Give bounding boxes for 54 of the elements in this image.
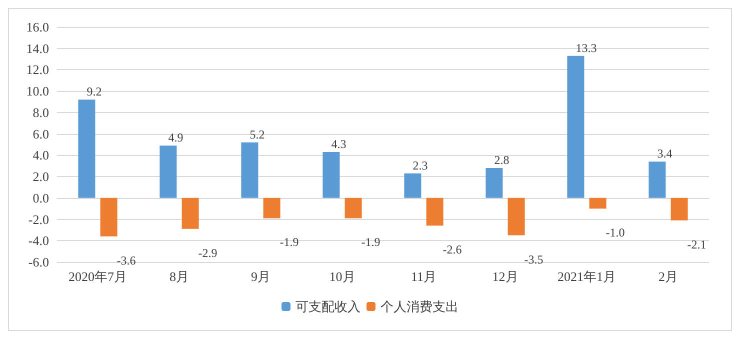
bar xyxy=(486,168,503,198)
y-tick-label: -4.0 xyxy=(28,233,49,248)
data-label: -3.6 xyxy=(116,253,136,268)
bar xyxy=(78,100,96,198)
y-tick-label: 8.0 xyxy=(32,104,49,120)
bar xyxy=(648,162,666,198)
data-label: 2.3 xyxy=(412,158,428,172)
bar xyxy=(322,152,340,198)
bar xyxy=(182,198,199,229)
data-label: -2.1 xyxy=(687,237,706,252)
data-label: -1.9 xyxy=(361,235,380,250)
y-tick-label: 14.0 xyxy=(26,40,49,56)
legend-label: 个人消费支出 xyxy=(380,299,458,314)
data-label: -2.9 xyxy=(198,246,218,260)
x-tick-label: 10月 xyxy=(329,269,356,284)
bar xyxy=(589,198,606,209)
bar xyxy=(426,198,444,226)
data-label: -2.6 xyxy=(442,242,462,257)
bar xyxy=(567,56,584,198)
bar xyxy=(404,173,422,198)
x-tick-label: 8月 xyxy=(170,269,189,284)
bar xyxy=(670,198,688,220)
data-label: -1.9 xyxy=(280,235,299,250)
y-tick-label: 6.0 xyxy=(32,126,49,142)
y-tick-label: 12.0 xyxy=(26,62,49,78)
y-tick-label: 4.0 xyxy=(32,148,49,163)
data-label: 9.2 xyxy=(86,84,102,99)
y-tick-label: -6.0 xyxy=(28,254,49,270)
x-tick-label: 2020年7月 xyxy=(68,269,127,284)
x-tick-label: 11月 xyxy=(410,269,437,284)
bar xyxy=(100,198,118,236)
data-label: -1.0 xyxy=(606,226,625,240)
y-tick-label: 0.0 xyxy=(32,190,49,206)
x-tick-label: 2月 xyxy=(658,269,678,284)
bar xyxy=(344,198,362,218)
data-label: 4.3 xyxy=(331,136,346,151)
bar xyxy=(263,198,280,218)
x-tick-label: 2021年1月 xyxy=(558,269,616,284)
bar xyxy=(160,146,177,198)
data-label: 13.3 xyxy=(576,40,597,55)
data-label: 4.9 xyxy=(168,130,184,145)
x-tick-label: 12月 xyxy=(492,269,518,284)
bar xyxy=(241,142,258,198)
data-label: -3.5 xyxy=(524,252,544,266)
y-tick-label: -2.0 xyxy=(28,212,49,227)
bar xyxy=(508,198,525,236)
y-tick-label: 16.0 xyxy=(26,20,49,34)
y-tick-label: 10.0 xyxy=(26,84,49,99)
data-label: 5.2 xyxy=(250,127,265,142)
x-tick-label: 9月 xyxy=(251,269,270,284)
y-tick-label: 2.0 xyxy=(32,169,49,184)
legend-label: 可支配收入 xyxy=(296,299,360,314)
data-label: 2.8 xyxy=(494,153,510,167)
data-label: 3.4 xyxy=(657,146,672,161)
